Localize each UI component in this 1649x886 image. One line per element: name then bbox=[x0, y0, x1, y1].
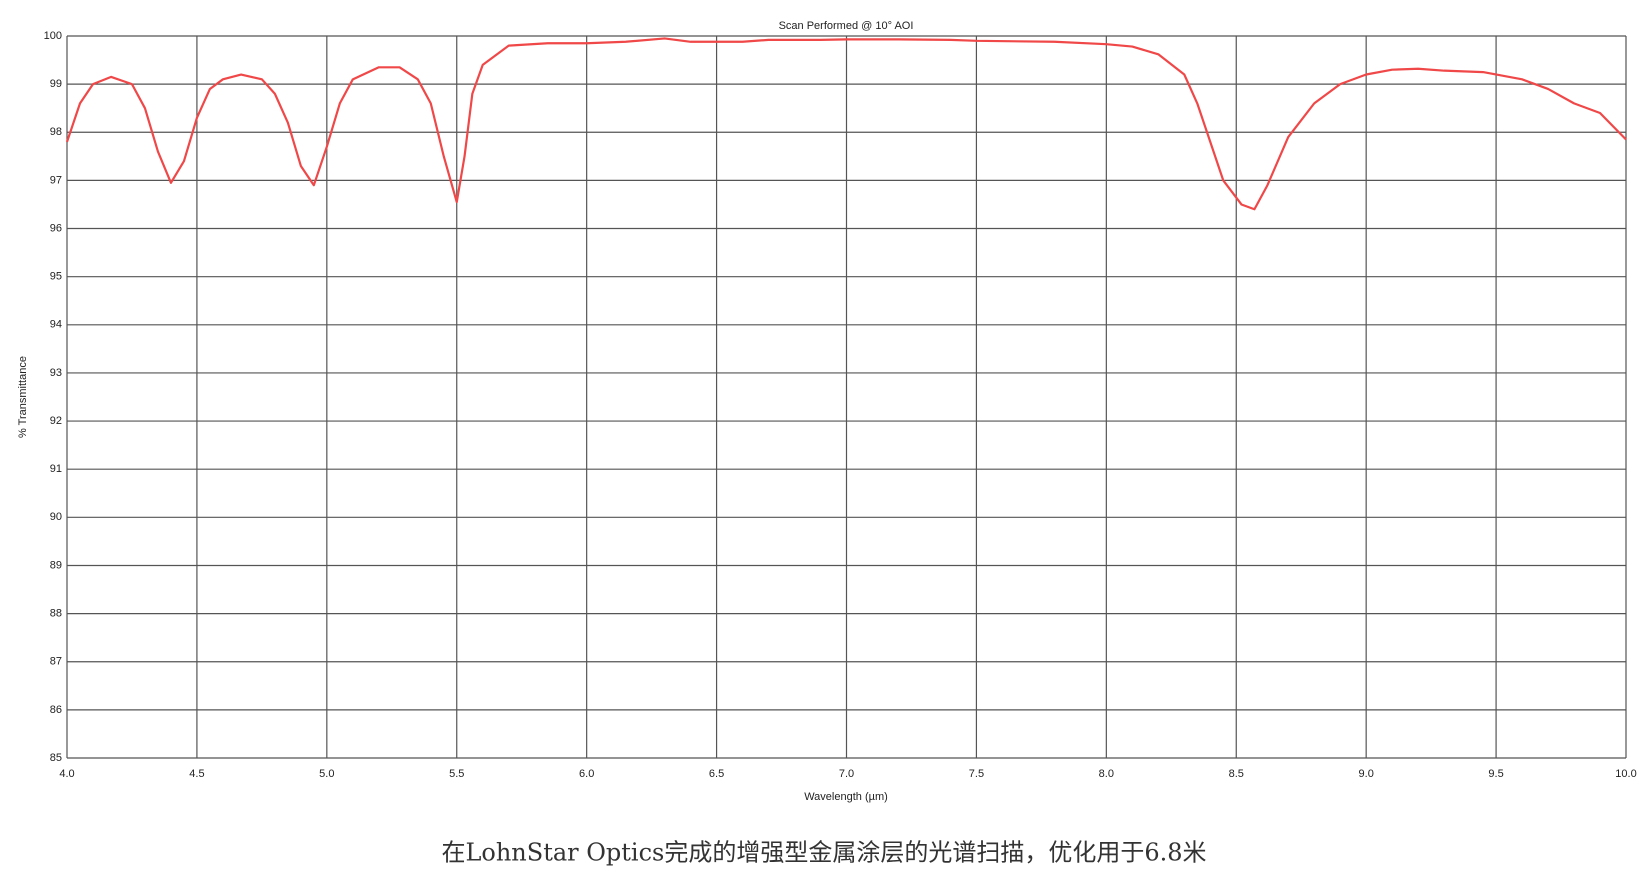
x-tick-label: 8.5 bbox=[1229, 768, 1244, 780]
x-tick-label: 5.0 bbox=[319, 768, 334, 780]
x-tick-label: 4.0 bbox=[59, 768, 74, 780]
y-tick-label: 94 bbox=[50, 319, 62, 331]
y-tick-label: 90 bbox=[50, 511, 62, 523]
x-tick-label: 5.5 bbox=[449, 768, 464, 780]
x-tick-label: 6.0 bbox=[579, 768, 594, 780]
y-tick-label: 97 bbox=[50, 174, 62, 186]
y-tick-label: 92 bbox=[50, 415, 62, 427]
y-tick-label: 95 bbox=[50, 271, 62, 283]
caption: 在LohnStar Optics完成的增强型金属涂层的光谱扫描，优化用于6.8米 bbox=[441, 839, 1206, 867]
y-tick-label: 100 bbox=[44, 30, 62, 42]
x-tick-label: 10.0 bbox=[1615, 768, 1636, 780]
chart-title: Scan Performed @ 10° AOI bbox=[779, 20, 914, 32]
y-tick-label: 89 bbox=[50, 559, 62, 571]
y-axis-label: % Transmittance bbox=[17, 356, 29, 438]
y-tick-label: 88 bbox=[50, 608, 62, 620]
y-tick-label: 91 bbox=[50, 463, 62, 475]
x-tick-label: 9.5 bbox=[1488, 768, 1503, 780]
data-line bbox=[65, 37, 1627, 211]
y-tick-label: 85 bbox=[50, 752, 62, 764]
y-tick-label: 93 bbox=[50, 367, 62, 379]
x-tick-label: 4.5 bbox=[189, 768, 204, 780]
y-tick-label: 87 bbox=[50, 656, 62, 668]
y-tick-label: 86 bbox=[50, 704, 62, 716]
x-tick-label: 8.0 bbox=[1099, 768, 1114, 780]
x-axis-label: Wavelength (µm) bbox=[804, 791, 888, 803]
y-tick-label: 96 bbox=[50, 222, 62, 234]
x-tick-label: 9.0 bbox=[1359, 768, 1374, 780]
y-tick-label: 99 bbox=[50, 78, 62, 90]
x-tick-label: 7.0 bbox=[839, 768, 854, 780]
y-tick-label: 98 bbox=[50, 126, 62, 138]
x-tick-label: 7.5 bbox=[969, 768, 984, 780]
x-tick-label: 6.5 bbox=[709, 768, 724, 780]
